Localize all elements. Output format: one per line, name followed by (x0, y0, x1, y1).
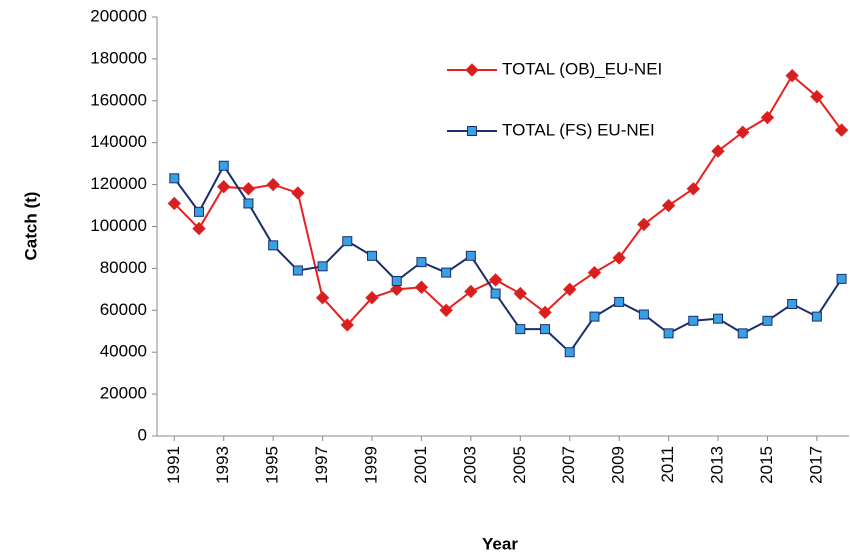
x-axis-label: Year (482, 534, 518, 553)
legend-marker (467, 126, 477, 136)
x-tick-label: 2005 (510, 446, 529, 484)
marker (638, 309, 649, 320)
legend-label: TOTAL (OB)_EU-NEI (502, 59, 662, 78)
x-tick-label: 1991 (164, 446, 183, 484)
series-line (173, 74, 843, 327)
marker (760, 110, 775, 125)
legend-label: TOTAL (FS) EU-NEI (502, 120, 655, 139)
y-tick-label: 180000 (90, 48, 147, 67)
y-tick-label: 40000 (100, 342, 147, 361)
marker (167, 196, 182, 211)
series-line (173, 163, 843, 354)
marker (194, 206, 205, 217)
x-tick-label: 2017 (806, 446, 825, 484)
marker (637, 217, 651, 232)
y-tick-label: 0 (138, 425, 147, 444)
y-tick-label: 80000 (100, 258, 147, 277)
x-tick-label: 2013 (707, 446, 726, 484)
marker (367, 250, 378, 261)
marker (414, 280, 429, 294)
marker (563, 282, 577, 297)
x-tick-label: 2009 (609, 446, 628, 484)
marker (810, 89, 824, 104)
marker (614, 296, 625, 307)
marker (589, 311, 600, 322)
marker (538, 305, 552, 320)
marker (711, 144, 725, 158)
marker (762, 315, 773, 326)
y-axis-label: Catch (t) (21, 192, 40, 261)
marker (266, 177, 280, 192)
marker (587, 265, 602, 280)
marker (464, 284, 478, 299)
marker (441, 267, 452, 278)
marker (787, 299, 798, 310)
y-tick-label: 60000 (100, 300, 147, 319)
marker (736, 125, 750, 139)
marker (218, 160, 229, 171)
x-tick-label: 1999 (361, 446, 380, 484)
x-tick-label: 2015 (757, 446, 776, 484)
marker (686, 182, 701, 196)
marker (292, 265, 303, 276)
marker (365, 291, 379, 305)
marker (217, 179, 231, 194)
marker (192, 221, 206, 236)
marker (391, 275, 402, 286)
marker (340, 318, 355, 332)
marker (268, 240, 279, 251)
y-tick-label: 160000 (90, 90, 147, 109)
marker (490, 288, 501, 299)
marker (811, 311, 822, 322)
legend-marker (465, 63, 479, 77)
y-tick-label: 200000 (90, 6, 147, 25)
marker (688, 315, 699, 326)
marker (513, 286, 528, 301)
y-tick-label: 120000 (90, 174, 147, 193)
marker (342, 236, 353, 247)
y-tick-label: 100000 (90, 216, 147, 235)
x-tick-label: 2011 (658, 446, 677, 483)
marker (836, 273, 847, 284)
marker (315, 291, 330, 305)
x-tick-label: 2003 (460, 446, 479, 484)
x-tick-label: 1993 (213, 446, 232, 484)
marker (465, 250, 476, 261)
y-tick-label: 20000 (100, 384, 147, 403)
x-tick-label: 2007 (559, 446, 578, 484)
marker (488, 273, 503, 287)
marker (390, 282, 404, 297)
marker (540, 324, 551, 335)
marker (663, 328, 674, 339)
marker (439, 303, 453, 318)
marker (416, 257, 427, 268)
marker (661, 198, 676, 213)
marker (834, 123, 849, 137)
marker (515, 324, 526, 335)
marker (243, 198, 254, 209)
y-tick-label: 140000 (90, 132, 147, 151)
marker (317, 261, 328, 272)
marker (169, 173, 180, 184)
x-tick-label: 1995 (263, 446, 282, 484)
marker (612, 251, 626, 265)
x-tick-label: 1997 (312, 446, 331, 484)
marker (737, 328, 748, 339)
marker (564, 347, 575, 358)
marker (291, 186, 305, 200)
x-tick-label: 2001 (411, 446, 430, 484)
marker (785, 68, 799, 83)
marker (713, 313, 724, 324)
marker (241, 182, 256, 196)
